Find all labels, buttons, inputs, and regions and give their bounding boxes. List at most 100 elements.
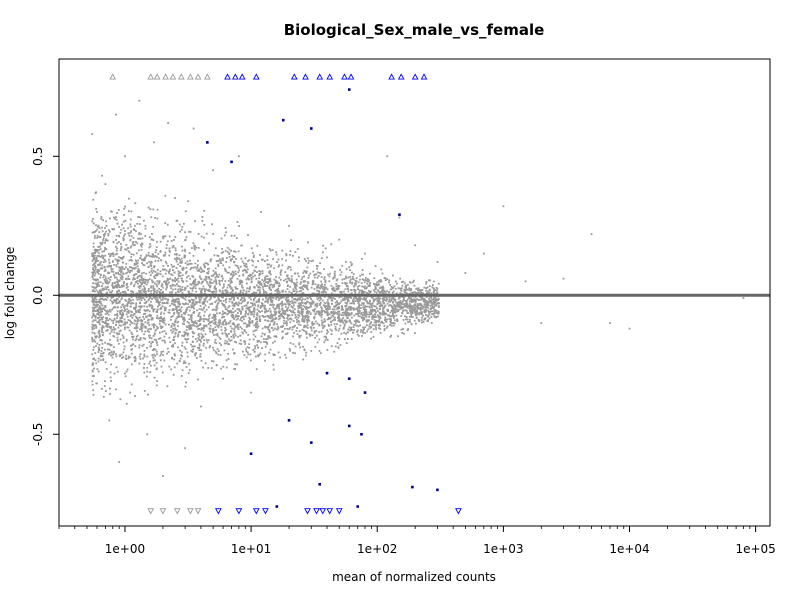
gene-point [224, 289, 227, 292]
gene-point [381, 311, 384, 314]
gene-point [266, 263, 269, 266]
gene-point [184, 348, 187, 350]
gene-point [135, 323, 138, 326]
gene-point [107, 310, 110, 313]
gene-point [405, 284, 408, 287]
gene-point [354, 297, 357, 300]
gene-point [237, 250, 240, 253]
gene-point [117, 282, 119, 285]
gene-point [115, 320, 118, 323]
gene-point [289, 321, 292, 324]
gene-point [326, 288, 329, 291]
gene-point [216, 274, 218, 276]
gene-point [222, 316, 224, 318]
gene-point [152, 359, 155, 362]
gene-point [136, 292, 139, 295]
gene-point [237, 266, 240, 269]
gene-point [137, 310, 140, 313]
gene-point [275, 317, 278, 320]
gene-point [361, 289, 364, 292]
gene-point [385, 320, 388, 323]
gene-point [401, 296, 404, 298]
gene-point [145, 290, 147, 293]
gene-point [322, 285, 325, 288]
gene-point [351, 302, 353, 305]
gene-point [168, 249, 171, 252]
gene-point [299, 324, 302, 326]
gene-point [230, 311, 233, 314]
gene-point [270, 304, 273, 306]
gene-point [402, 319, 405, 321]
gene-point [298, 343, 300, 346]
gene-point [410, 312, 412, 315]
gene-point [101, 346, 103, 349]
gene-point [208, 277, 211, 280]
gene-point [158, 257, 160, 260]
gene-point [206, 282, 209, 285]
gene-point [171, 300, 173, 302]
gene-point [115, 249, 118, 252]
gene-point [306, 327, 309, 329]
gene-point [396, 318, 398, 321]
gene-point [104, 247, 106, 249]
gene-point [169, 341, 172, 343]
gene-point [117, 320, 120, 323]
gene-point [404, 302, 407, 305]
gene-point [352, 301, 355, 304]
gene-point [418, 313, 421, 315]
gene-point [94, 282, 97, 285]
gene-point [281, 330, 284, 333]
gene-point [407, 283, 409, 286]
gene-point [93, 300, 96, 303]
gene-point [176, 311, 179, 314]
gene-point [174, 342, 176, 345]
gene-point [420, 313, 423, 316]
gene-point [104, 320, 107, 323]
gene-point [306, 297, 309, 300]
gene-point [191, 275, 194, 277]
gene-point [371, 302, 374, 305]
gene-point [163, 359, 166, 362]
gene-point [181, 292, 184, 294]
gene-point [332, 288, 335, 291]
gene-point [109, 338, 111, 341]
gene-point [344, 282, 346, 284]
gene-point [326, 301, 329, 304]
gene-point [106, 279, 108, 282]
gene-point [118, 342, 120, 345]
gene-point [321, 299, 324, 302]
gene-point [205, 339, 208, 341]
gene-point [101, 298, 103, 300]
gene-point [105, 288, 108, 290]
gene-point [305, 260, 307, 262]
gene-point [402, 298, 405, 301]
gene-point [222, 299, 225, 302]
gene-point [428, 317, 431, 320]
gene-point [213, 329, 216, 332]
gene-point [222, 321, 224, 324]
gene-point [206, 268, 209, 270]
gene-point [420, 298, 422, 301]
gene-point [287, 299, 290, 301]
gene-point [248, 306, 251, 309]
gene-point [423, 286, 426, 289]
gene-point [91, 331, 94, 334]
gene-point [344, 310, 347, 312]
gene-point [317, 311, 320, 314]
gene-point [116, 242, 119, 245]
gene-point [354, 322, 357, 325]
gene-point [130, 292, 133, 295]
gene-point [136, 330, 138, 332]
gene-point [216, 304, 218, 307]
gene-point [161, 275, 164, 278]
gene-point [155, 350, 158, 353]
gene-point [411, 316, 414, 318]
gene-point [263, 290, 265, 292]
gene-point [316, 302, 319, 305]
gene-point [295, 284, 298, 286]
gene-point [110, 276, 112, 278]
gene-point [250, 313, 253, 316]
gene-point [363, 291, 366, 294]
gene-point [211, 223, 213, 226]
gene-point [268, 278, 271, 281]
